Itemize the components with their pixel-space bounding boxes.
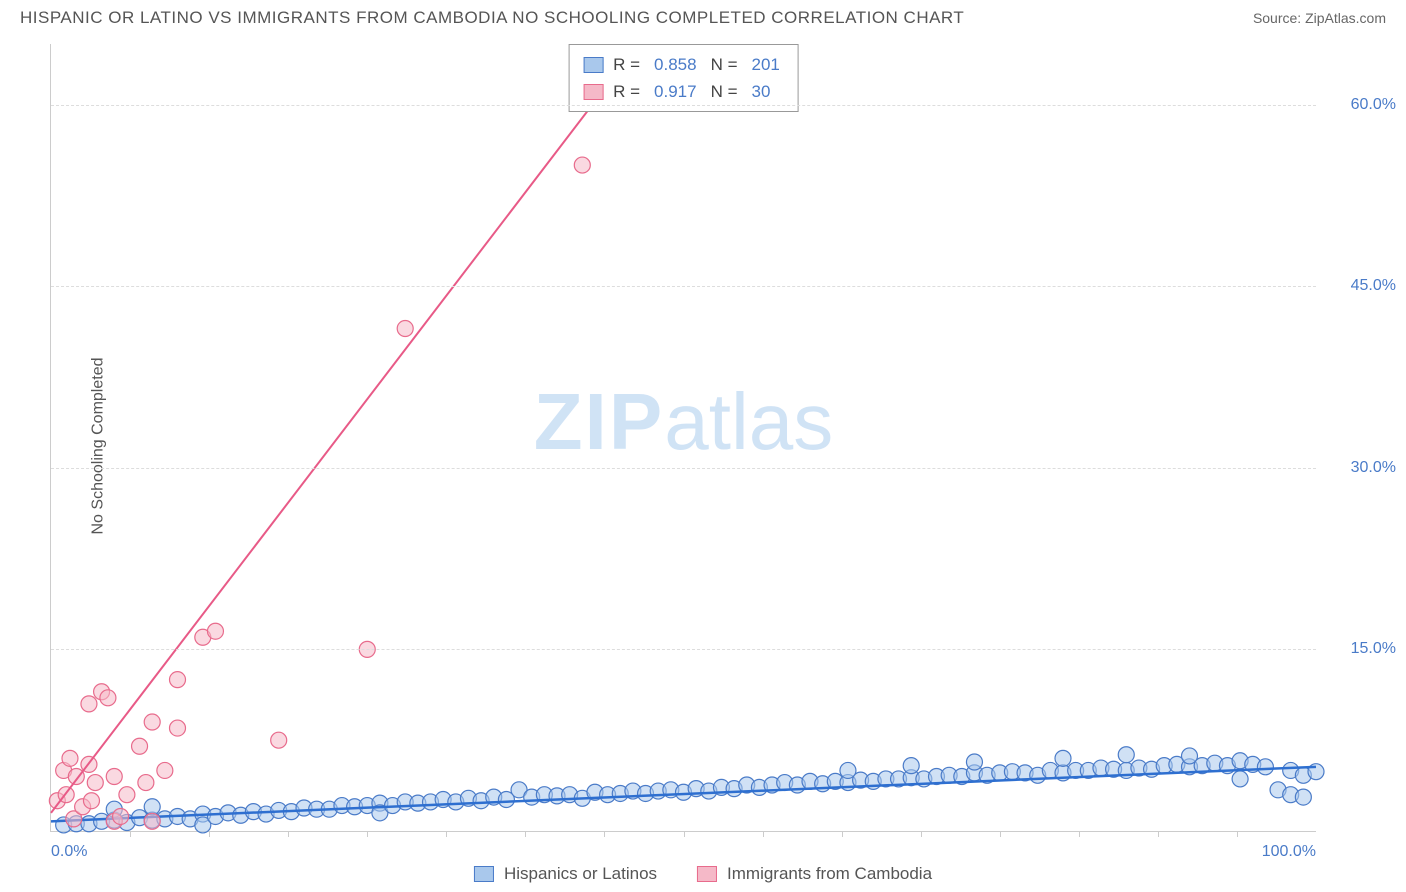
scatter-point (1118, 747, 1134, 763)
regression-line (51, 767, 1316, 821)
chart-plot-area: ZIPatlas R = 0.858 N = 201 R = 0.917 N =… (50, 44, 1316, 832)
source-attribution: Source: ZipAtlas.com (1253, 10, 1386, 26)
x-tick-mark (1158, 831, 1159, 837)
n-label: N = (711, 78, 738, 105)
chart-title: HISPANIC OR LATINO VS IMMIGRANTS FROM CA… (20, 8, 964, 28)
legend-label-series1: Hispanics or Latinos (504, 864, 657, 884)
swatch-series1 (583, 57, 603, 73)
y-tick-label: 30.0% (1351, 459, 1396, 477)
regression-line (51, 68, 620, 813)
r-value-series1: 0.858 (650, 51, 701, 78)
y-tick-label: 15.0% (1351, 640, 1396, 658)
n-value-series2: 30 (748, 78, 775, 105)
bottom-legend: Hispanics or Latinos Immigrants from Cam… (474, 864, 932, 884)
gridline-horizontal (51, 286, 1316, 287)
x-tick-label: 0.0% (51, 843, 87, 861)
legend-item-series2: Immigrants from Cambodia (697, 864, 932, 884)
gridline-horizontal (51, 468, 1316, 469)
x-tick-mark (842, 831, 843, 837)
scatter-point (170, 672, 186, 688)
stats-row-series1: R = 0.858 N = 201 (583, 51, 784, 78)
scatter-point (83, 793, 99, 809)
scatter-point (81, 696, 97, 712)
scatter-point (138, 775, 154, 791)
n-value-series1: 201 (748, 51, 784, 78)
scatter-point (87, 775, 103, 791)
scatter-point (144, 714, 160, 730)
scatter-point (157, 762, 173, 778)
x-tick-mark (604, 831, 605, 837)
gridline-horizontal (51, 105, 1316, 106)
source-value: ZipAtlas.com (1305, 10, 1386, 26)
x-tick-mark (921, 831, 922, 837)
x-tick-mark (763, 831, 764, 837)
scatter-point (144, 799, 160, 815)
scatter-point (119, 787, 135, 803)
x-tick-mark (209, 831, 210, 837)
x-tick-label: 100.0% (1262, 843, 1316, 861)
legend-swatch-series2 (697, 866, 717, 882)
scatter-point (966, 754, 982, 770)
x-tick-mark (525, 831, 526, 837)
scatter-point (574, 157, 590, 173)
scatter-point (1055, 750, 1071, 766)
scatter-point (132, 738, 148, 754)
legend-item-series1: Hispanics or Latinos (474, 864, 657, 884)
x-tick-mark (130, 831, 131, 837)
scatter-point (1257, 759, 1273, 775)
scatter-point (113, 808, 129, 824)
legend-swatch-series1 (474, 866, 494, 882)
swatch-series2 (583, 84, 603, 100)
scatter-plot-svg (51, 44, 1316, 831)
correlation-stats-box: R = 0.858 N = 201 R = 0.917 N = 30 (568, 44, 799, 112)
scatter-point (62, 750, 78, 766)
scatter-point (1232, 771, 1248, 787)
x-tick-mark (1000, 831, 1001, 837)
stats-row-series2: R = 0.917 N = 30 (583, 78, 784, 105)
gridline-horizontal (51, 649, 1316, 650)
r-label: R = (613, 78, 640, 105)
x-tick-mark (1079, 831, 1080, 837)
x-tick-mark (684, 831, 685, 837)
legend-label-series2: Immigrants from Cambodia (727, 864, 932, 884)
x-tick-mark (288, 831, 289, 837)
y-tick-label: 45.0% (1351, 277, 1396, 295)
scatter-point (903, 758, 919, 774)
scatter-point (207, 623, 223, 639)
source-label: Source: (1253, 10, 1301, 26)
scatter-point (100, 690, 116, 706)
title-bar: HISPANIC OR LATINO VS IMMIGRANTS FROM CA… (0, 0, 1406, 32)
scatter-point (144, 813, 160, 829)
r-label: R = (613, 51, 640, 78)
r-value-series2: 0.917 (650, 78, 701, 105)
y-tick-label: 60.0% (1351, 96, 1396, 114)
scatter-point (1295, 789, 1311, 805)
scatter-point (106, 769, 122, 785)
scatter-point (170, 720, 186, 736)
n-label: N = (711, 51, 738, 78)
scatter-point (397, 321, 413, 337)
x-tick-mark (367, 831, 368, 837)
x-tick-mark (1237, 831, 1238, 837)
x-tick-mark (446, 831, 447, 837)
scatter-point (271, 732, 287, 748)
